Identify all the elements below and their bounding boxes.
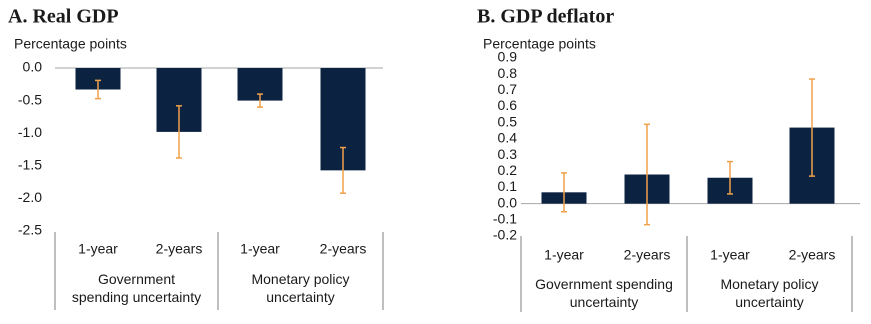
x-tick-label: 2-years [624,247,671,263]
x-tick-label: 2-years [789,247,836,263]
y-tick-label: 0.6 [498,97,518,113]
x-tick-label: 1-year [78,241,118,257]
y-tick-label: 0.4 [498,130,518,146]
y-axis-label: Percentage points [14,36,127,52]
y-tick-label: 0.2 [498,162,518,178]
chart-title: B. GDP deflator [477,6,614,28]
y-tick-label: -1.5 [18,157,42,173]
y-tick-label: 0.8 [498,65,518,81]
y-tick-label: 0.9 [498,49,518,65]
group-label: Government spending uncertainty [535,276,673,310]
y-tick-label: -0.5 [18,91,42,107]
x-tick-label: 2-years [320,241,367,257]
chart-title: A. Real GDP [8,6,119,28]
y-tick-label: 0.3 [498,146,518,162]
x-tick-label: 2-years [156,241,203,257]
y-tick-label: -2.0 [18,189,42,205]
y-tick-label: 0.5 [498,113,518,129]
x-tick-label: 1-year [240,241,280,257]
group-label: Government spending uncertainty [71,271,202,305]
y-tick-label: 0.0 [498,194,518,210]
y-tick-label: -0.1 [493,211,517,227]
bar [75,68,121,90]
group-label: Monetary policy uncertainty [251,271,350,305]
group-label: Monetary policy uncertainty [720,276,819,310]
y-tick-label: 0.1 [498,178,518,194]
y-tick-label: -0.2 [493,227,517,243]
y-tick-label: 0.7 [498,81,518,97]
y-tick-label: -2.5 [18,222,42,238]
y-tick-label: 0.0 [23,59,43,75]
y-tick-label: -1.0 [18,124,42,140]
x-tick-label: 1-year [544,247,584,263]
x-tick-label: 1-year [710,247,750,263]
y-axis-label: Percentage points [483,36,596,52]
